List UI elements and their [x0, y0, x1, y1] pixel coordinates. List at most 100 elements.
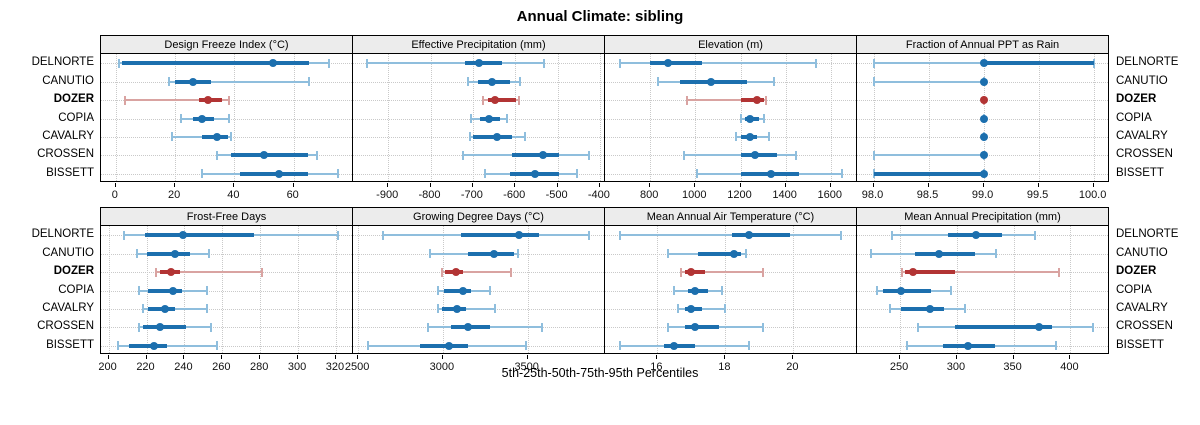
row-guide-copia — [605, 118, 856, 120]
station-label-right-copia: COPIA — [1116, 111, 1152, 124]
median-dot-dozer — [979, 96, 988, 105]
axis-tick — [183, 355, 185, 359]
whisker-cap — [436, 304, 439, 314]
gridline — [515, 54, 517, 181]
median-dot-delnorte — [515, 231, 523, 240]
whisker-cap — [517, 95, 520, 105]
whisker-cap — [748, 341, 751, 351]
iqr-bar-crossen — [740, 153, 778, 158]
median-dot-dozer — [753, 96, 762, 105]
row-guide-copia — [857, 290, 1108, 292]
whisker-cap — [619, 341, 621, 351]
whisker-cap — [462, 150, 465, 160]
whisker-cap — [466, 77, 469, 87]
median-dot-cavalry — [161, 304, 170, 313]
median-dot-copia — [484, 114, 493, 123]
whisker-cap — [117, 58, 120, 68]
iqr-bar-canutio — [914, 251, 976, 256]
axis-tick — [429, 183, 431, 187]
iqr-bar-copia — [443, 288, 471, 293]
axis-tick — [982, 183, 984, 187]
axis-tick-label: 99.5 — [1026, 189, 1049, 201]
whisker-cap — [426, 322, 429, 332]
panel-strip-growing-degree-days-c: Growing Degree Days (°C) — [352, 207, 604, 226]
axis-tick-label: 100.0 — [1078, 189, 1107, 201]
whisker-cap — [525, 341, 527, 351]
whisker-canutio — [873, 80, 984, 83]
whisker-cap — [888, 304, 891, 314]
whisker-cap — [696, 169, 699, 179]
gridline — [956, 226, 958, 353]
whisker-cap — [963, 304, 966, 314]
whisker-cap — [680, 267, 683, 277]
station-label-left-canutio: CANUTIO — [42, 246, 94, 259]
whisker-cap — [206, 304, 209, 314]
iqr-bar-delnorte — [650, 61, 703, 66]
station-label-left-cavalry: CAVALRY — [42, 129, 94, 142]
whisker-cap — [666, 249, 669, 259]
axis-tick-label: 1000 — [682, 189, 707, 201]
iqr-bar-crossen — [231, 153, 309, 158]
axis-tick — [694, 183, 696, 187]
panel-strip-effective-precipitation-mm: Effective Precipitation (mm) — [352, 35, 604, 54]
axis-tick — [927, 183, 929, 187]
gridline — [1038, 54, 1040, 181]
iqr-bar-canutio — [146, 251, 191, 256]
whisker-cavalry — [677, 307, 726, 310]
median-dot-crossen — [1034, 323, 1043, 332]
whisker-cap — [588, 230, 591, 240]
station-label-left-dozer: DOZER — [53, 265, 94, 278]
whisker-cavalry — [437, 307, 495, 310]
axis-tick-label: 3000 — [429, 361, 455, 373]
whisker-cap — [869, 249, 872, 259]
station-label-right-delnorte: DELNORTE — [1116, 56, 1179, 69]
station-label-right-dozer: DOZER — [1116, 265, 1157, 278]
station-label-left-copia: COPIA — [58, 283, 94, 296]
axis-tick-label: -800 — [418, 189, 441, 201]
whisker-cap — [1058, 267, 1061, 277]
whisker-cap — [891, 230, 894, 240]
panel-growing-degree-days-c — [352, 225, 604, 354]
whisker-cap — [215, 150, 218, 160]
axis-tick — [724, 355, 726, 359]
whisker-cap — [1092, 58, 1095, 68]
panel-strip-mean-annual-precipitation-mm: Mean Annual Precipitation (mm) — [856, 207, 1109, 226]
whisker-cap — [950, 286, 953, 295]
station-label-left-canutio: CANUTIO — [42, 74, 94, 87]
panel-strip-mean-annual-air-temperature-c: Mean Annual Air Temperature (°C) — [604, 207, 856, 226]
iqr-bar-bissett — [873, 171, 984, 176]
axis-tick-label: 400 — [1060, 361, 1079, 373]
whisker-delnorte — [620, 234, 842, 237]
axis-tick-label: 2500 — [344, 361, 370, 373]
gridline — [928, 54, 930, 181]
whisker-cap — [872, 150, 875, 160]
panel-strip-frost-free-days: Frost-Free Days — [100, 207, 352, 226]
median-dot-dozer — [452, 268, 461, 277]
whisker-cap — [739, 114, 742, 123]
axis-tick-label: 1400 — [772, 189, 797, 201]
median-dot-copia — [897, 286, 906, 295]
iqr-bar-delnorte — [460, 233, 539, 238]
whisker-cap — [381, 230, 384, 240]
gridline — [830, 54, 832, 181]
whisker-cap — [215, 341, 218, 351]
panel-strip-elevation-m: Elevation (m) — [604, 35, 856, 54]
whisker-cap — [493, 304, 496, 314]
axis-tick-label: 300 — [287, 361, 307, 373]
axis-tick-label: 3500 — [514, 361, 539, 373]
median-dot-cavalry — [979, 132, 988, 141]
axis-tick-label: 0 — [111, 189, 118, 201]
station-label-left-bissett: BISSETT — [46, 338, 94, 351]
gridline — [108, 226, 110, 353]
iqr-bar-crossen — [954, 325, 1053, 330]
gridline — [175, 54, 177, 181]
whisker-cap — [686, 95, 688, 105]
axis-tick — [233, 183, 235, 187]
row-guide-cavalry — [605, 136, 856, 138]
iqr-bar-bissett — [129, 343, 168, 348]
whisker-cap — [761, 267, 764, 277]
iqr-bar-bissett — [420, 343, 468, 348]
whisker-cap — [208, 249, 210, 259]
median-dot-delnorte — [972, 231, 981, 240]
row-guide-bissett — [353, 173, 604, 175]
